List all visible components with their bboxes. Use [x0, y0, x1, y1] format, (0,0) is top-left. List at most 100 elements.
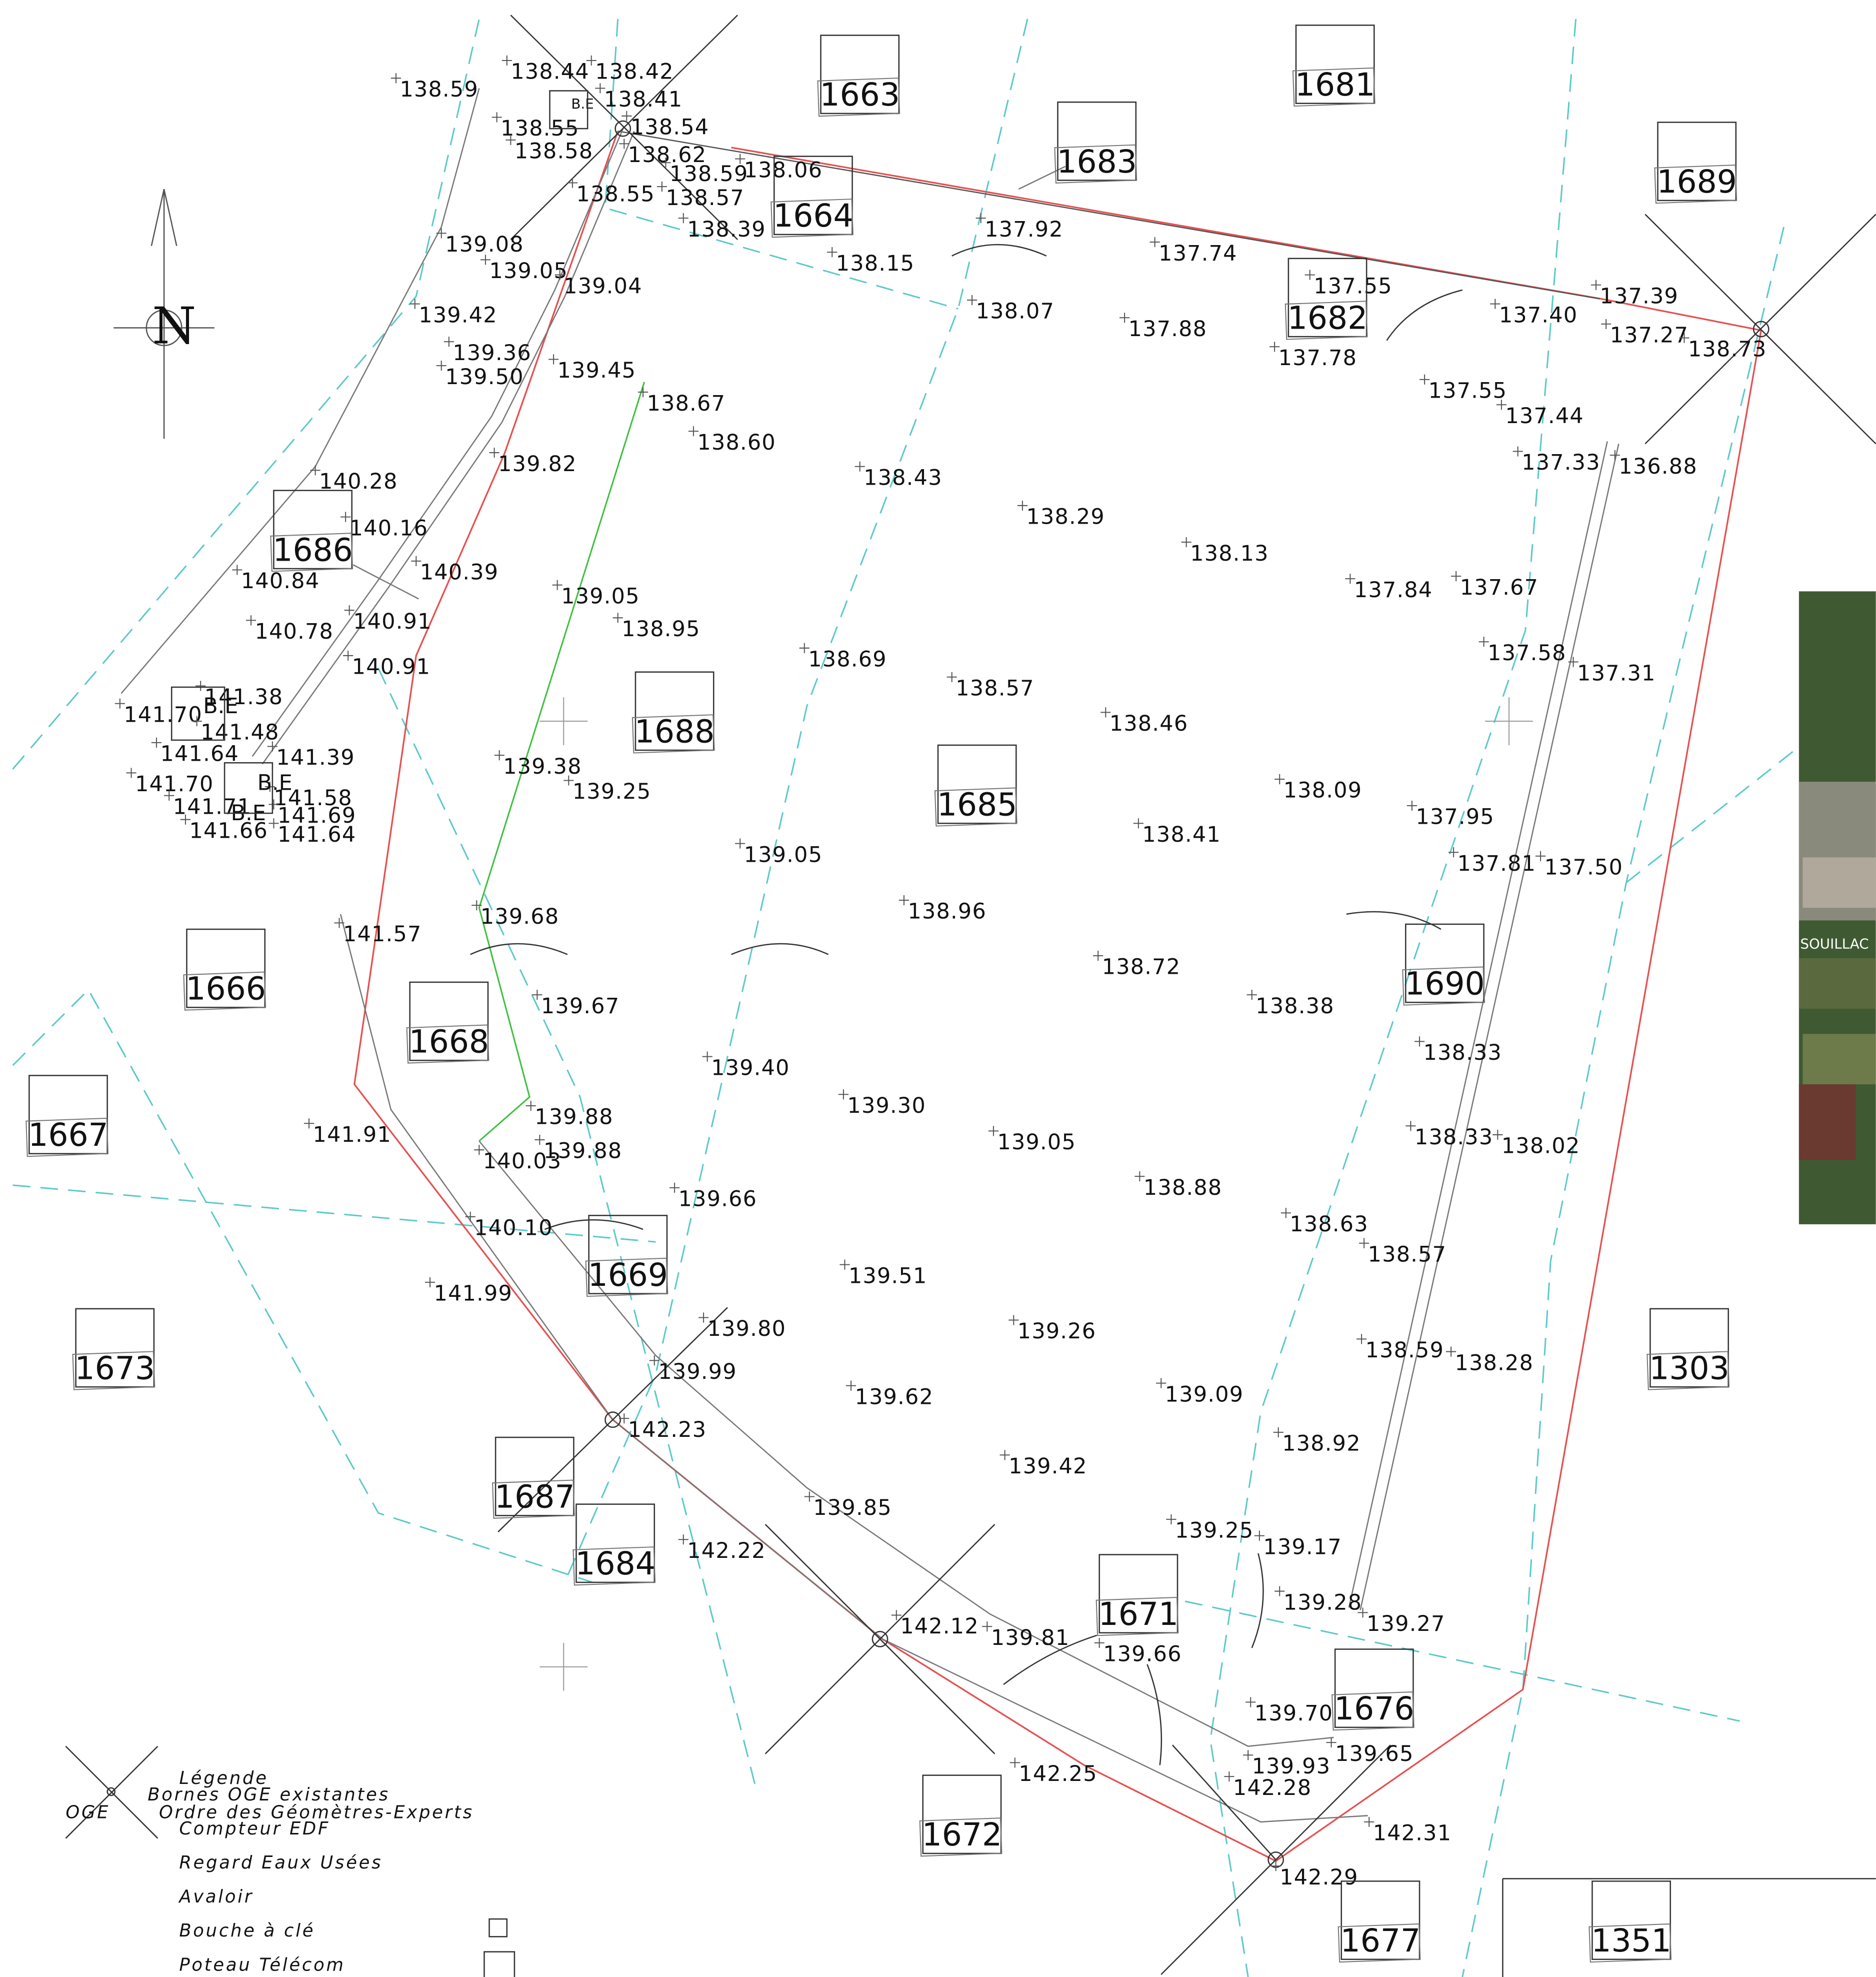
spot-elevation: 139.09	[1165, 1382, 1244, 1407]
parcel-box	[1295, 25, 1375, 104]
spot-elevation: 140.39	[420, 560, 498, 585]
spot-marker	[1181, 537, 1192, 548]
spot-marker	[465, 1211, 476, 1222]
spot-marker	[196, 681, 206, 691]
parcel-box	[820, 35, 900, 115]
spot-marker	[1345, 574, 1356, 584]
spot-elevation: 137.58	[1488, 641, 1566, 666]
parcel-shadow	[1402, 966, 1486, 1006]
spot-marker	[649, 1355, 660, 1366]
spot-marker	[126, 768, 136, 778]
parcel-number: 1666	[186, 971, 266, 1007]
spot-elevation: 137.92	[984, 217, 1063, 242]
spot-elevation: 137.88	[1128, 317, 1207, 342]
spot-marker	[1134, 1171, 1145, 1182]
spot-marker	[494, 750, 504, 761]
spot-marker	[410, 299, 420, 309]
spot-marker	[506, 135, 516, 145]
spot-elevation: 138.38	[1256, 994, 1334, 1019]
parcel-shadow	[270, 533, 354, 572]
spot-elevation: 141.58	[274, 786, 352, 811]
spot-marker	[702, 1051, 712, 1062]
parcel-number: 1671	[1098, 1596, 1178, 1632]
spot-marker	[622, 111, 632, 122]
spot-elevation: 139.26	[1018, 1319, 1096, 1344]
spot-marker	[678, 213, 688, 224]
spot-elevation: 142.29	[1280, 1865, 1358, 1890]
spot-marker	[1000, 1450, 1010, 1460]
cadastre-lines	[12, 19, 1804, 1977]
legend-item: Bornes OGE existantes	[148, 1784, 390, 1805]
parcel-box	[1057, 101, 1137, 181]
spot-marker	[1224, 1771, 1234, 1782]
spot-marker	[554, 270, 565, 280]
spot-elevation: 139.62	[855, 1384, 934, 1409]
spot-elevation: 139.05	[490, 259, 568, 284]
parcel-box	[774, 156, 853, 236]
spot-marker	[526, 1100, 536, 1111]
spot-elevation: 138.59	[400, 77, 478, 102]
parcel-shadow	[406, 1024, 490, 1064]
place-label: SOUILLAC	[1800, 935, 1868, 952]
spot-elevation: 137.81	[1458, 851, 1536, 876]
spot-marker	[1512, 446, 1523, 457]
spot-marker	[1156, 1378, 1166, 1388]
spot-elevation: 139.05	[561, 584, 640, 609]
parcel-number: 1686	[272, 532, 352, 568]
spot-elevation: 138.57	[956, 676, 1034, 701]
spot-marker	[1304, 270, 1315, 280]
spot-elevation: 138.33	[1424, 1040, 1502, 1065]
parcel-number: 1351	[1591, 1922, 1671, 1959]
spot-elevation: 139.82	[498, 452, 576, 477]
be-label: B.E	[203, 694, 238, 719]
spot-marker	[552, 580, 562, 590]
spot-elevation: 138.62	[628, 143, 706, 168]
spot-elevation: 141.70	[124, 702, 202, 727]
spot-marker	[854, 461, 865, 472]
spot-elevation: 137.50	[1544, 855, 1623, 880]
spot-marker	[1568, 657, 1578, 667]
spot-marker	[946, 672, 957, 682]
spot-marker	[1008, 1315, 1019, 1325]
spot-marker	[1166, 1514, 1176, 1524]
parcel-shadow	[1338, 1923, 1421, 1963]
spot-marker	[799, 643, 810, 653]
spot-marker	[1420, 374, 1430, 385]
parcel-box	[273, 490, 352, 570]
spot-marker	[846, 1380, 856, 1391]
spot-marker	[1270, 1861, 1281, 1871]
spot-marker	[267, 741, 278, 752]
spot-elevation: 138.13	[1190, 541, 1268, 566]
spot-elevation: 138.42	[595, 60, 674, 85]
parcel-number: 1668	[409, 1024, 489, 1060]
spot-marker	[310, 465, 320, 476]
spot-elevation: 142.28	[1233, 1775, 1312, 1800]
legend-item: Avaloir	[178, 1886, 254, 1907]
spot-marker	[612, 613, 623, 623]
spot-marker	[688, 426, 699, 437]
spot-elevation: 139.25	[1175, 1518, 1254, 1543]
spot-elevation: 137.44	[1505, 404, 1584, 429]
spot-marker	[480, 255, 491, 265]
spot-elevation: 138.57	[1368, 1242, 1446, 1267]
spot-marker	[534, 1134, 545, 1145]
parcel-box	[28, 1075, 108, 1155]
spot-elevation: 141.64	[278, 822, 356, 847]
spot-marker	[180, 814, 191, 825]
parcel-shadow	[183, 971, 266, 1011]
spot-elevation: 138.63	[1290, 1212, 1368, 1237]
spot-marker	[1359, 1238, 1370, 1248]
spot-elevation: 138.46	[1110, 711, 1188, 736]
north-arrow	[114, 189, 214, 439]
spot-marker	[1610, 450, 1620, 461]
spot-marker	[1017, 500, 1028, 511]
parcel-shadow	[72, 1351, 156, 1390]
spot-elevation: 136.88	[1618, 454, 1697, 479]
spot-marker	[1133, 818, 1144, 829]
spot-marker	[735, 154, 746, 164]
spot-elevation: 139.67	[541, 994, 620, 1019]
spot-elevation: 140.78	[255, 619, 334, 644]
parcel-box	[588, 1215, 668, 1294]
